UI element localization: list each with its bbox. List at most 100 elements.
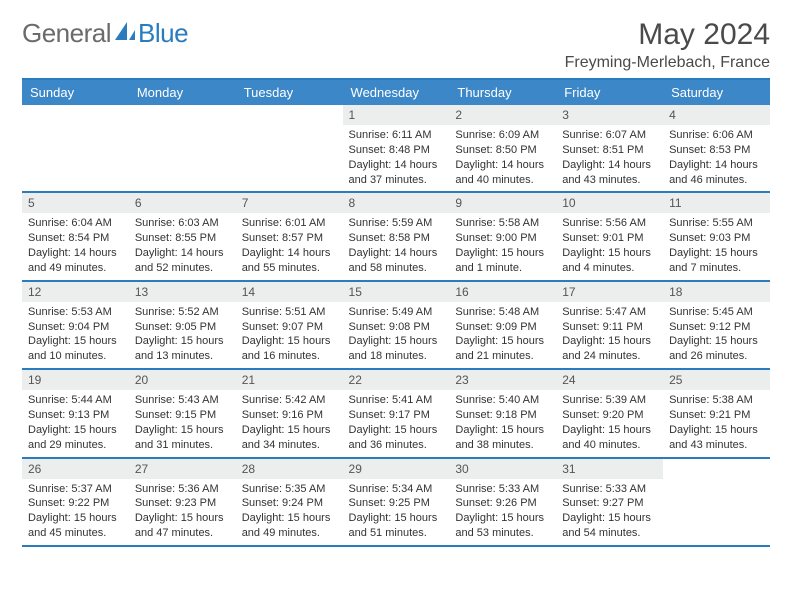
day-d1: Daylight: 15 hours [28,511,123,526]
weekday-header: Wednesday [343,80,450,105]
calendar-cell: 9Sunrise: 5:58 AMSunset: 9:00 PMDaylight… [449,192,556,280]
calendar-cell: 25Sunrise: 5:38 AMSunset: 9:21 PMDayligh… [663,369,770,457]
day-sunrise: Sunrise: 5:33 AM [455,482,550,497]
calendar-cell [22,105,129,192]
day-number: 3 [556,105,663,125]
day-body: Sunrise: 5:45 AMSunset: 9:12 PMDaylight:… [663,302,770,368]
calendar-cell: 17Sunrise: 5:47 AMSunset: 9:11 PMDayligh… [556,281,663,369]
calendar-week: 19Sunrise: 5:44 AMSunset: 9:13 PMDayligh… [22,369,770,457]
day-d2: and 10 minutes. [28,349,123,364]
header: General Blue May 2024 Freyming-Merlebach… [22,18,770,72]
day-sunrise: Sunrise: 5:34 AM [349,482,444,497]
day-body: Sunrise: 5:51 AMSunset: 9:07 PMDaylight:… [236,302,343,368]
day-d2: and 49 minutes. [242,526,337,541]
calendar-week: 26Sunrise: 5:37 AMSunset: 9:22 PMDayligh… [22,458,770,546]
day-d2: and 45 minutes. [28,526,123,541]
day-sunrise: Sunrise: 5:45 AM [669,305,764,320]
day-d1: Daylight: 15 hours [135,511,230,526]
logo-text-2: Blue [138,18,188,49]
day-d1: Daylight: 15 hours [135,423,230,438]
calendar-cell: 16Sunrise: 5:48 AMSunset: 9:09 PMDayligh… [449,281,556,369]
day-number: 26 [22,459,129,479]
day-number: 4 [663,105,770,125]
calendar-cell: 1Sunrise: 6:11 AMSunset: 8:48 PMDaylight… [343,105,450,192]
day-d2: and 43 minutes. [669,438,764,453]
day-sunset: Sunset: 9:22 PM [28,496,123,511]
day-sunset: Sunset: 9:03 PM [669,231,764,246]
calendar-cell: 3Sunrise: 6:07 AMSunset: 8:51 PMDaylight… [556,105,663,192]
day-body: Sunrise: 5:55 AMSunset: 9:03 PMDaylight:… [663,213,770,279]
day-number: 6 [129,193,236,213]
day-d2: and 34 minutes. [242,438,337,453]
logo-sail-icon [114,21,136,46]
calendar-cell: 19Sunrise: 5:44 AMSunset: 9:13 PMDayligh… [22,369,129,457]
day-body: Sunrise: 5:59 AMSunset: 8:58 PMDaylight:… [343,213,450,279]
day-number: 10 [556,193,663,213]
day-sunrise: Sunrise: 6:06 AM [669,128,764,143]
day-body: Sunrise: 5:41 AMSunset: 9:17 PMDaylight:… [343,390,450,456]
day-number: 29 [343,459,450,479]
day-d1: Daylight: 14 hours [349,158,444,173]
calendar-cell: 13Sunrise: 5:52 AMSunset: 9:05 PMDayligh… [129,281,236,369]
day-number: 19 [22,370,129,390]
day-d1: Daylight: 15 hours [349,511,444,526]
calendar-cell: 12Sunrise: 5:53 AMSunset: 9:04 PMDayligh… [22,281,129,369]
day-sunrise: Sunrise: 6:01 AM [242,216,337,231]
day-d2: and 31 minutes. [135,438,230,453]
calendar-week: 1Sunrise: 6:11 AMSunset: 8:48 PMDaylight… [22,105,770,192]
day-d2: and 37 minutes. [349,173,444,188]
day-sunset: Sunset: 9:18 PM [455,408,550,423]
day-number: 25 [663,370,770,390]
day-d1: Daylight: 15 hours [562,511,657,526]
day-d1: Daylight: 14 hours [562,158,657,173]
calendar-cell: 14Sunrise: 5:51 AMSunset: 9:07 PMDayligh… [236,281,343,369]
day-sunset: Sunset: 9:21 PM [669,408,764,423]
day-body: Sunrise: 5:33 AMSunset: 9:26 PMDaylight:… [449,479,556,545]
day-body: Sunrise: 5:40 AMSunset: 9:18 PMDaylight:… [449,390,556,456]
calendar-cell: 30Sunrise: 5:33 AMSunset: 9:26 PMDayligh… [449,458,556,546]
calendar-cell: 4Sunrise: 6:06 AMSunset: 8:53 PMDaylight… [663,105,770,192]
day-number: 11 [663,193,770,213]
day-d1: Daylight: 15 hours [242,334,337,349]
day-d1: Daylight: 15 hours [455,511,550,526]
day-d1: Daylight: 15 hours [28,423,123,438]
day-body: Sunrise: 6:09 AMSunset: 8:50 PMDaylight:… [449,125,556,191]
day-d1: Daylight: 15 hours [455,423,550,438]
day-d2: and 54 minutes. [562,526,657,541]
day-d2: and 36 minutes. [349,438,444,453]
day-d1: Daylight: 14 hours [349,246,444,261]
calendar-week: 5Sunrise: 6:04 AMSunset: 8:54 PMDaylight… [22,192,770,280]
calendar-cell [129,105,236,192]
day-d1: Daylight: 15 hours [349,334,444,349]
month-title: May 2024 [565,18,770,52]
calendar-cell [236,105,343,192]
logo: General Blue [22,18,188,49]
day-number: 7 [236,193,343,213]
day-d2: and 13 minutes. [135,349,230,364]
day-d2: and 29 minutes. [28,438,123,453]
day-body: Sunrise: 6:06 AMSunset: 8:53 PMDaylight:… [663,125,770,191]
day-sunrise: Sunrise: 5:38 AM [669,393,764,408]
calendar-cell: 27Sunrise: 5:36 AMSunset: 9:23 PMDayligh… [129,458,236,546]
day-d1: Daylight: 15 hours [242,511,337,526]
day-d2: and 40 minutes. [562,438,657,453]
day-body: Sunrise: 5:37 AMSunset: 9:22 PMDaylight:… [22,479,129,545]
day-d1: Daylight: 15 hours [669,246,764,261]
calendar-body: 1Sunrise: 6:11 AMSunset: 8:48 PMDaylight… [22,105,770,546]
day-sunset: Sunset: 9:24 PM [242,496,337,511]
day-d1: Daylight: 15 hours [135,334,230,349]
day-number: 31 [556,459,663,479]
day-sunrise: Sunrise: 6:09 AM [455,128,550,143]
day-number: 13 [129,282,236,302]
day-sunset: Sunset: 9:12 PM [669,320,764,335]
day-d2: and 46 minutes. [669,173,764,188]
day-d1: Daylight: 15 hours [455,246,550,261]
day-sunset: Sunset: 9:08 PM [349,320,444,335]
day-d2: and 51 minutes. [349,526,444,541]
day-number: 14 [236,282,343,302]
day-body: Sunrise: 6:07 AMSunset: 8:51 PMDaylight:… [556,125,663,191]
day-sunset: Sunset: 9:01 PM [562,231,657,246]
day-sunrise: Sunrise: 5:55 AM [669,216,764,231]
day-body: Sunrise: 6:11 AMSunset: 8:48 PMDaylight:… [343,125,450,191]
calendar-cell: 6Sunrise: 6:03 AMSunset: 8:55 PMDaylight… [129,192,236,280]
